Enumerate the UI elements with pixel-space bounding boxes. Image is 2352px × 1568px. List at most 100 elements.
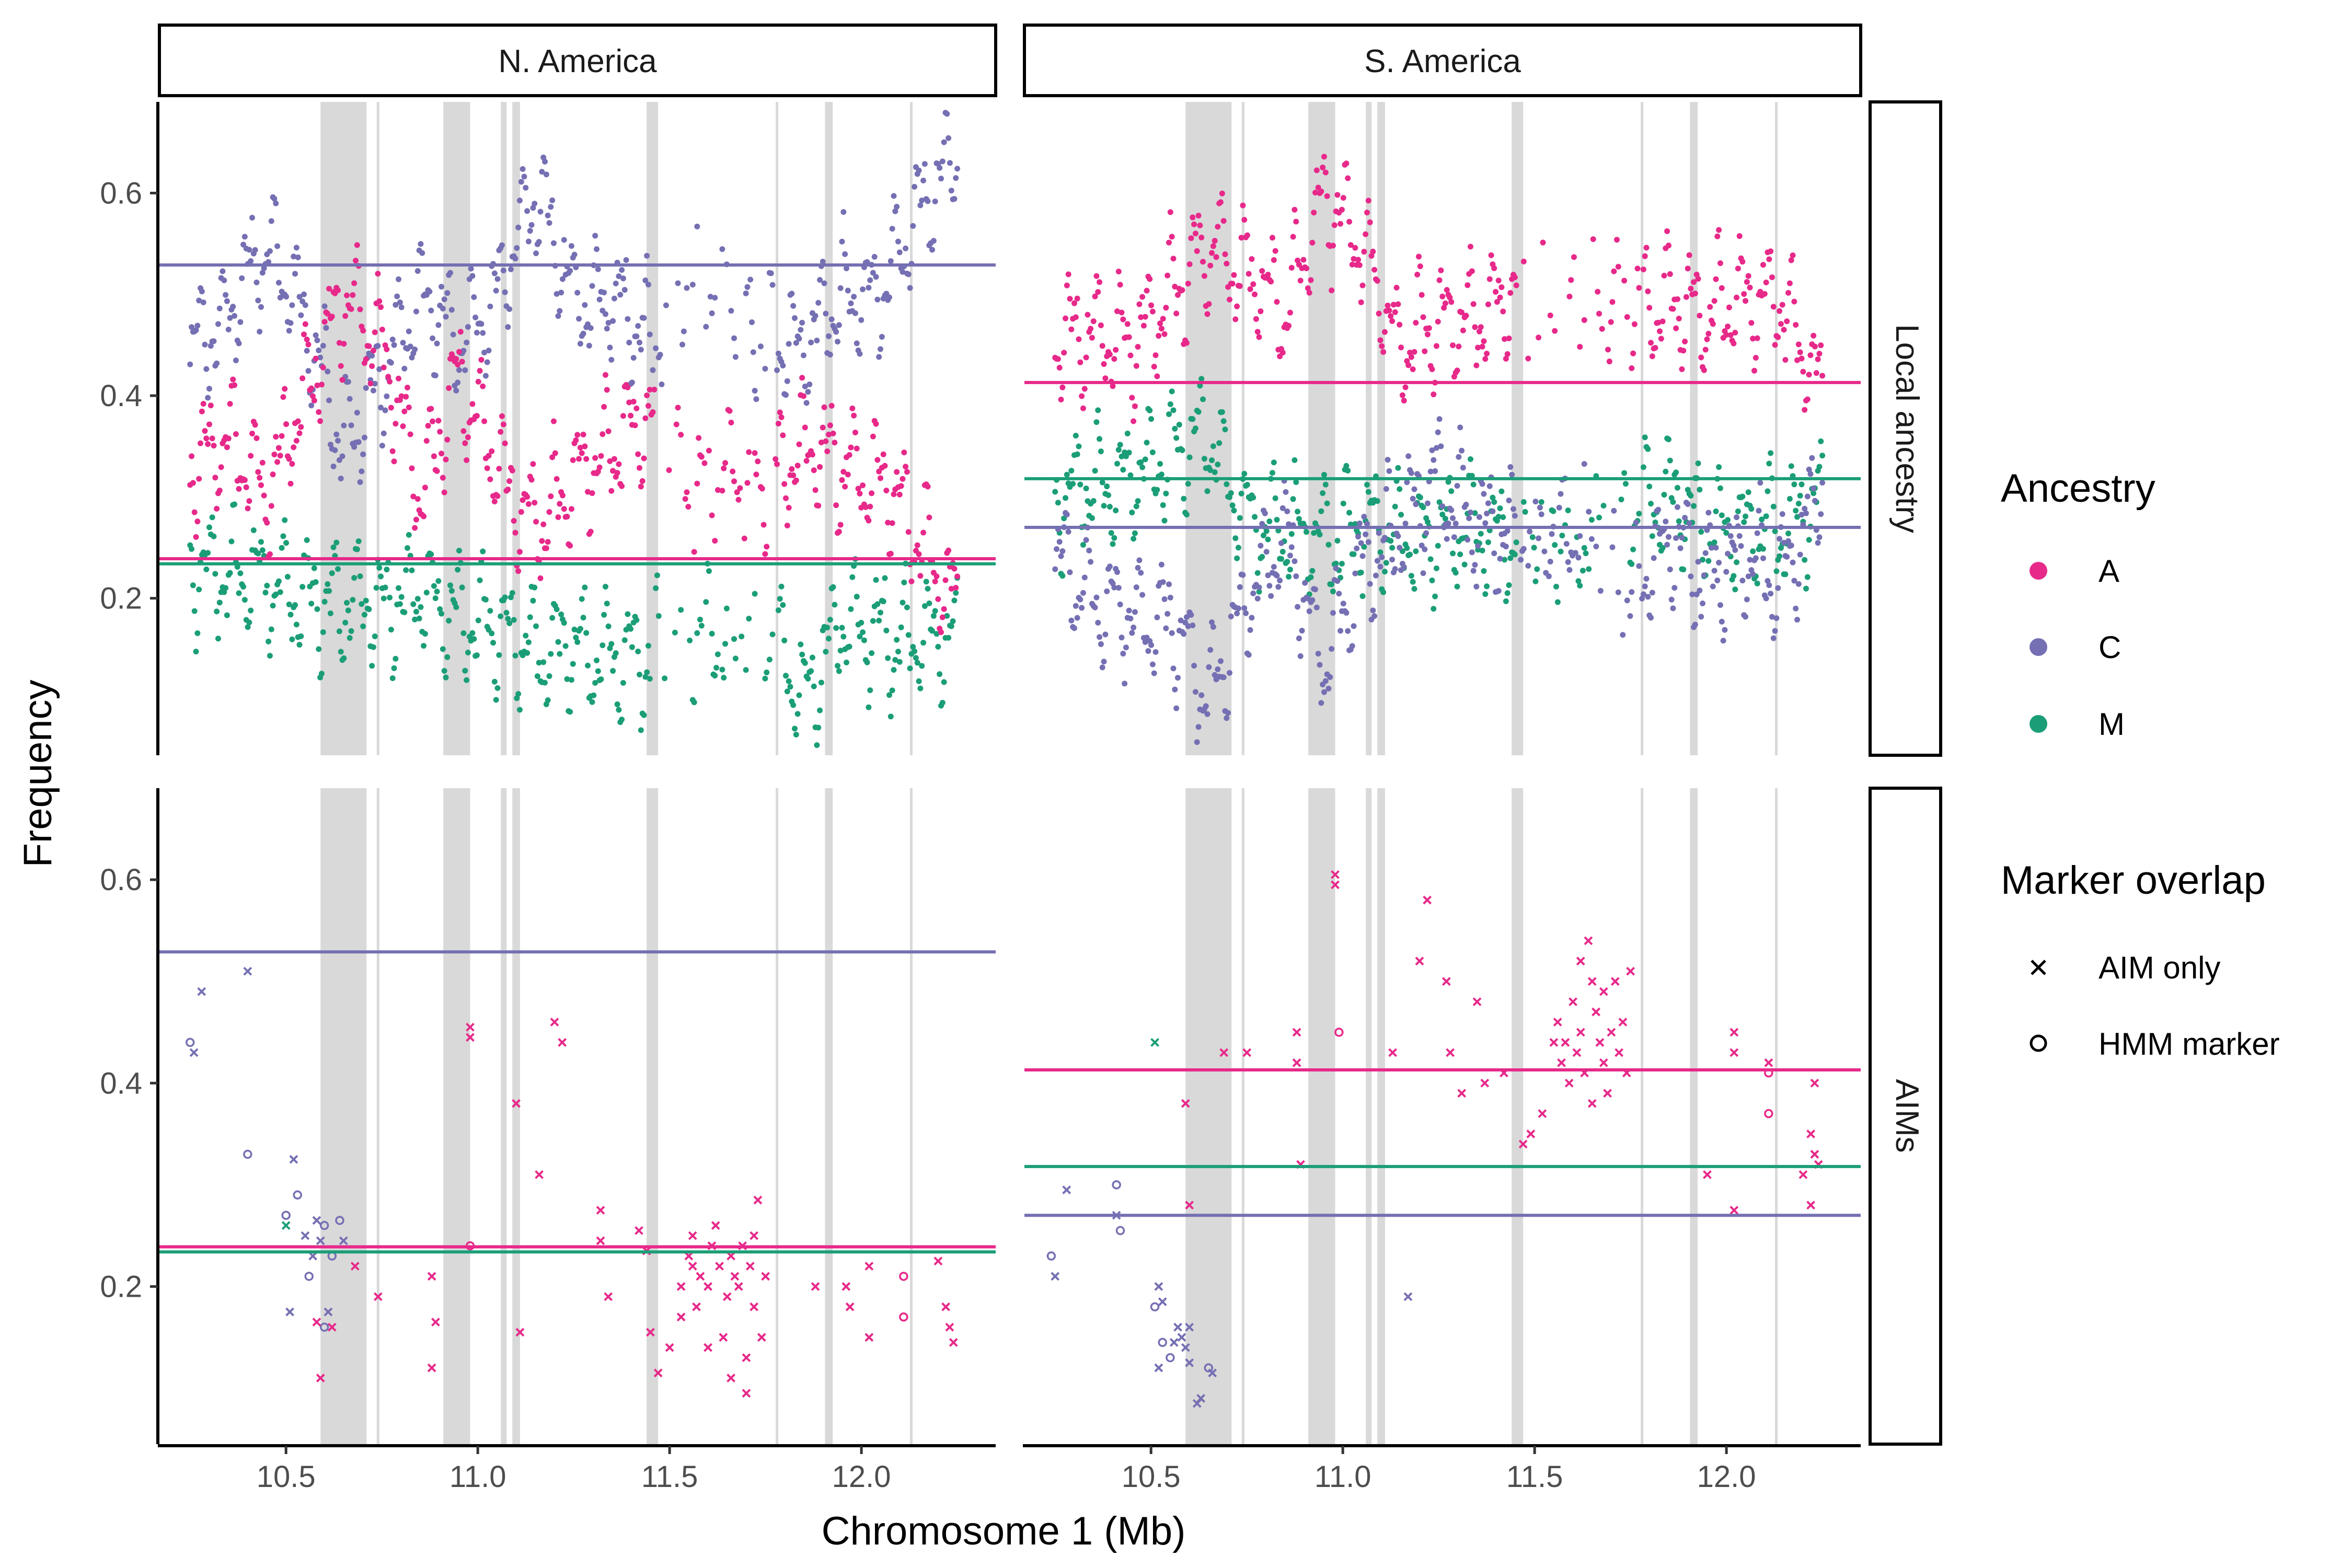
local-ancestry-point-m bbox=[870, 618, 876, 624]
local-ancestry-point-c bbox=[523, 185, 529, 191]
local-ancestry-point-c bbox=[1376, 530, 1382, 536]
local-ancestry-point-m bbox=[1495, 514, 1502, 520]
local-ancestry-point-a bbox=[1093, 273, 1100, 279]
local-ancestry-point-c bbox=[1263, 549, 1270, 555]
local-ancestry-point-a bbox=[1321, 154, 1327, 160]
local-ancestry-point-a bbox=[320, 364, 326, 371]
local-ancestry-point-a bbox=[1163, 305, 1169, 311]
local-ancestry-point-a bbox=[675, 405, 681, 411]
local-ancestry-point-c bbox=[1643, 575, 1650, 582]
local-ancestry-point-c bbox=[1228, 613, 1234, 619]
local-ancestry-point-c bbox=[802, 383, 808, 389]
local-ancestry-point-a bbox=[722, 460, 729, 466]
local-ancestry-point-c bbox=[786, 341, 792, 347]
local-ancestry-point-c bbox=[241, 234, 248, 240]
local-ancestry-point-c bbox=[561, 237, 567, 243]
local-ancestry-point-c bbox=[426, 289, 433, 295]
local-ancestry-point-c bbox=[929, 247, 936, 253]
local-ancestry-point-m bbox=[1252, 514, 1258, 520]
local-ancestry-point-c bbox=[944, 111, 950, 117]
local-ancestry-point-a bbox=[1115, 269, 1122, 275]
local-ancestry-point-m bbox=[273, 591, 279, 597]
local-ancestry-point-c bbox=[1692, 621, 1698, 628]
aim-point-aim-only bbox=[715, 1262, 724, 1271]
aim-point-aim-only bbox=[704, 1343, 712, 1352]
local-ancestry-point-c bbox=[712, 295, 718, 301]
local-ancestry-point-m bbox=[304, 537, 310, 543]
local-ancestry-point-a bbox=[644, 392, 650, 398]
local-ancestry-point-a bbox=[1343, 160, 1350, 167]
local-ancestry-point-m bbox=[1759, 516, 1765, 523]
local-ancestry-point-a bbox=[789, 466, 795, 472]
local-ancestry-point-c bbox=[369, 353, 375, 359]
local-ancestry-point-a bbox=[1346, 218, 1353, 225]
local-ancestry-point-m bbox=[775, 607, 781, 614]
local-ancestry-point-a bbox=[1292, 206, 1298, 213]
aim-point-aim-only bbox=[692, 1302, 701, 1311]
local-ancestry-point-m bbox=[777, 596, 783, 602]
local-ancestry-point-a bbox=[291, 444, 297, 451]
local-ancestry-point-a bbox=[1599, 326, 1605, 332]
local-ancestry-point-a bbox=[900, 476, 906, 482]
local-ancestry-point-c bbox=[1297, 653, 1304, 659]
local-ancestry-point-m bbox=[264, 582, 270, 589]
local-ancestry-point-a bbox=[1170, 256, 1177, 262]
local-ancestry-point-a bbox=[1081, 386, 1088, 392]
local-ancestry-point-c bbox=[860, 286, 866, 293]
aim-point-aim-only bbox=[841, 1282, 851, 1291]
local-ancestry-point-m bbox=[1207, 467, 1214, 473]
local-ancestry-point-a bbox=[1422, 348, 1428, 354]
local-ancestry-point-m bbox=[1231, 508, 1237, 514]
local-ancestry-point-a bbox=[1374, 278, 1380, 284]
local-ancestry-point-m bbox=[554, 606, 560, 613]
local-ancestry-point-m bbox=[1646, 483, 1653, 490]
local-ancestry-point-m bbox=[1765, 488, 1771, 494]
local-ancestry-point-a bbox=[1484, 350, 1490, 356]
local-ancestry-point-m bbox=[1295, 509, 1301, 515]
local-ancestry-point-c bbox=[1720, 638, 1726, 644]
shaded-region-1 bbox=[443, 102, 470, 755]
local-ancestry-point-a bbox=[1788, 257, 1794, 263]
local-ancestry-point-a bbox=[1160, 316, 1166, 322]
x-tick-label: 10.5 bbox=[257, 1460, 316, 1494]
local-ancestry-point-a bbox=[216, 487, 223, 493]
local-ancestry-point-m bbox=[1397, 486, 1403, 492]
local-ancestry-point-a bbox=[372, 329, 378, 336]
local-ancestry-point-c bbox=[1165, 610, 1171, 617]
local-ancestry-point-m bbox=[573, 635, 579, 641]
local-ancestry-point-m bbox=[921, 603, 928, 609]
local-ancestry-point-a bbox=[1402, 384, 1409, 390]
aim-point-aim-only bbox=[688, 1262, 697, 1271]
local-ancestry-point-m bbox=[1404, 545, 1410, 551]
local-ancestry-point-m bbox=[591, 692, 597, 698]
aim-point-aim-only bbox=[1062, 1185, 1071, 1194]
local-ancestry-point-a bbox=[1419, 292, 1425, 298]
local-ancestry-point-a bbox=[268, 503, 274, 509]
local-ancestry-point-a bbox=[1149, 308, 1156, 315]
local-ancestry-point-c bbox=[1807, 471, 1814, 477]
local-ancestry-point-c bbox=[1682, 514, 1688, 521]
local-ancestry-point-c bbox=[1247, 627, 1253, 633]
local-ancestry-point-c bbox=[1701, 572, 1707, 579]
local-ancestry-point-a bbox=[837, 522, 844, 528]
local-ancestry-point-c bbox=[1463, 502, 1469, 508]
local-ancestry-point-a bbox=[583, 456, 590, 462]
local-ancestry-point-c bbox=[1565, 559, 1571, 565]
local-ancestry-point-c bbox=[1736, 533, 1743, 539]
local-ancestry-point-m bbox=[1659, 545, 1666, 551]
local-ancestry-point-m bbox=[883, 627, 890, 633]
local-ancestry-point-m bbox=[1432, 593, 1438, 599]
local-ancestry-point-m bbox=[824, 625, 831, 631]
local-ancestry-point-a bbox=[780, 432, 786, 439]
local-ancestry-point-a bbox=[1389, 318, 1396, 324]
local-ancestry-point-a bbox=[1331, 222, 1338, 228]
local-ancestry-point-m bbox=[464, 677, 470, 683]
local-ancestry-point-m bbox=[1317, 532, 1323, 538]
local-ancestry-point-m bbox=[397, 601, 403, 607]
local-ancestry-point-c bbox=[1262, 510, 1268, 516]
local-ancestry-point-a bbox=[638, 483, 644, 490]
local-ancestry-point-c bbox=[828, 316, 835, 322]
local-ancestry-point-a bbox=[1812, 343, 1818, 350]
local-ancestry-point-a bbox=[1161, 331, 1168, 337]
